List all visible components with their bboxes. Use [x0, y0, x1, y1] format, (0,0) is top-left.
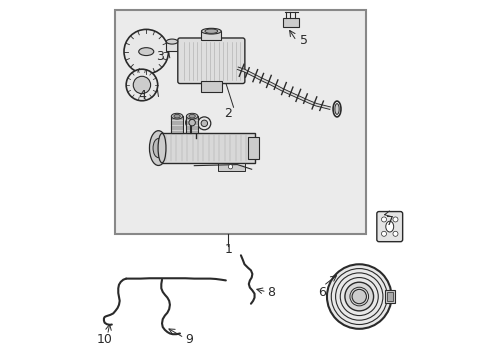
- Bar: [247, 137, 258, 159]
- Text: 9: 9: [184, 333, 192, 346]
- Ellipse shape: [158, 134, 165, 163]
- Ellipse shape: [174, 114, 180, 118]
- Circle shape: [392, 217, 397, 222]
- FancyBboxPatch shape: [376, 212, 402, 242]
- Text: 5: 5: [299, 34, 307, 48]
- Text: 8: 8: [267, 287, 275, 300]
- Text: 6: 6: [317, 287, 325, 300]
- Ellipse shape: [334, 104, 339, 114]
- Ellipse shape: [139, 48, 153, 55]
- Bar: [166, 41, 178, 51]
- Bar: [283, 18, 298, 27]
- Circle shape: [126, 69, 158, 101]
- Ellipse shape: [188, 114, 195, 118]
- Ellipse shape: [186, 113, 198, 119]
- Text: 3: 3: [156, 50, 164, 63]
- Ellipse shape: [166, 39, 178, 44]
- Bar: [201, 31, 221, 40]
- Bar: [200, 81, 222, 92]
- Text: 7: 7: [385, 215, 393, 228]
- Ellipse shape: [385, 221, 393, 232]
- Circle shape: [198, 117, 210, 130]
- Bar: [115, 10, 366, 234]
- Bar: [386, 292, 392, 301]
- Ellipse shape: [153, 139, 163, 158]
- Circle shape: [228, 165, 232, 169]
- Circle shape: [381, 217, 386, 222]
- FancyBboxPatch shape: [178, 38, 244, 84]
- Circle shape: [344, 282, 373, 311]
- Ellipse shape: [204, 29, 217, 33]
- Circle shape: [188, 120, 195, 126]
- Ellipse shape: [149, 131, 167, 166]
- Circle shape: [351, 289, 366, 304]
- Bar: [186, 116, 198, 134]
- Circle shape: [381, 231, 386, 236]
- Circle shape: [185, 116, 198, 129]
- Text: 1: 1: [224, 243, 232, 256]
- Ellipse shape: [201, 28, 221, 34]
- Circle shape: [392, 231, 397, 236]
- Text: 2: 2: [224, 107, 232, 120]
- Text: 4: 4: [138, 89, 146, 102]
- Ellipse shape: [332, 101, 340, 117]
- Bar: [384, 290, 394, 303]
- Text: 10: 10: [97, 333, 112, 346]
- Circle shape: [201, 120, 207, 127]
- Circle shape: [133, 76, 150, 94]
- Bar: [162, 134, 255, 163]
- Bar: [218, 163, 244, 171]
- Ellipse shape: [171, 113, 183, 119]
- Circle shape: [124, 30, 168, 74]
- Circle shape: [326, 264, 391, 329]
- Bar: [171, 116, 183, 134]
